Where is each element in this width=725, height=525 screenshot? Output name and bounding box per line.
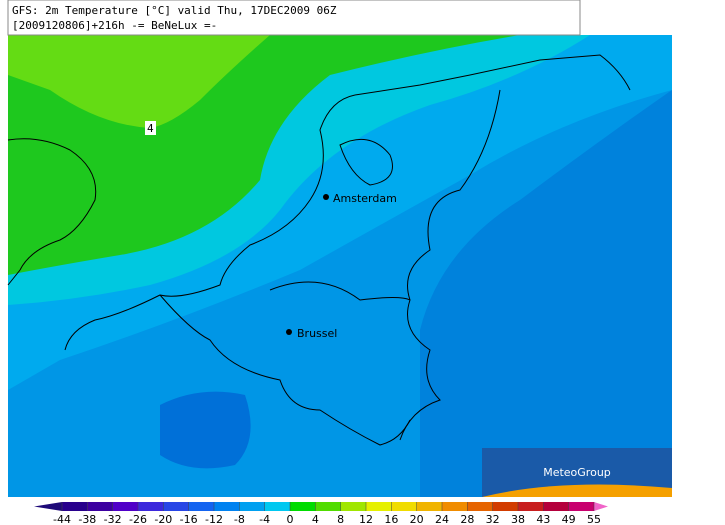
border-fr xyxy=(159,294,411,446)
colorbar-segment xyxy=(290,502,316,511)
logo: MeteoGroup xyxy=(543,466,611,479)
logo-swoosh xyxy=(482,484,672,497)
colorbar-tick-label: 43 xyxy=(536,513,550,525)
colorbar-segment xyxy=(366,502,392,511)
colorbar-tick-label: 16 xyxy=(384,513,398,525)
colorbar-tick-label: 49 xyxy=(562,513,576,525)
colorbar-tick-label: 55 xyxy=(587,513,601,525)
colorbar-segment xyxy=(87,502,114,511)
colorbar-tick-label: 38 xyxy=(511,513,525,525)
colorbar-end xyxy=(34,502,62,511)
city-dot xyxy=(323,194,329,200)
colorbar-tick-label: -32 xyxy=(104,513,122,525)
colorbar-segment xyxy=(391,502,418,511)
colorbar-tick-label: -12 xyxy=(205,513,223,525)
colorbar-tick-label: 20 xyxy=(410,513,424,525)
colorbar-segment xyxy=(340,502,367,511)
colorbar-tick-label: -44 xyxy=(53,513,71,525)
colorbar-segment xyxy=(264,502,291,511)
borders xyxy=(7,54,631,446)
colorbar-segment xyxy=(112,502,139,511)
colorbar-segment xyxy=(442,502,468,511)
contour-label-box xyxy=(145,121,156,135)
colorbar-tick-label: -4 xyxy=(259,513,270,525)
colorbar-segment xyxy=(518,502,544,511)
colorbar-segment xyxy=(239,502,266,511)
colorbar-segment xyxy=(568,502,595,511)
colorbar-segment xyxy=(163,502,190,511)
cities: Amsterdam Brussel xyxy=(286,192,397,340)
colorbar-segment xyxy=(416,502,443,511)
colorbar-segment xyxy=(467,502,494,511)
border-be-nl xyxy=(269,281,411,301)
colorbar-segment xyxy=(214,502,240,511)
header-line: GFS: 2m Temperature [°C] valid Thu, 17DE… xyxy=(12,4,337,17)
ijsselmeer xyxy=(339,138,393,186)
colorbar-end xyxy=(594,502,608,511)
colorbar-tick-label: -16 xyxy=(180,513,198,525)
coast-frisian xyxy=(354,54,631,96)
colorbar: -44 -38 -32 -26 -20 -16 -12 -8 -4 0 4 8 12 16 20 24 28 32… xyxy=(34,502,608,525)
colorbar-segment xyxy=(543,502,570,511)
coast-england xyxy=(7,138,97,286)
city-label: Brussel xyxy=(297,327,337,340)
city-label: Amsterdam xyxy=(333,192,397,205)
colorbar-segment xyxy=(188,502,215,511)
colorbar-tick-label: -26 xyxy=(129,513,147,525)
header-line: [2009120806]+216h -= BeNeLux =- xyxy=(12,19,217,32)
field-light-green xyxy=(8,35,270,128)
header-box xyxy=(7,0,581,36)
colorbar-segment xyxy=(492,502,519,511)
colorbar-segment xyxy=(62,502,88,511)
field-darkest xyxy=(160,391,251,469)
colorbar-tick-label: 4 xyxy=(312,513,319,525)
map-fields xyxy=(8,35,672,497)
colorbar-tick-label: 0 xyxy=(287,513,294,525)
colorbar-tick-label: 24 xyxy=(435,513,449,525)
colorbar-tick-label: 28 xyxy=(460,513,474,525)
field-dark-blue xyxy=(420,90,672,497)
colorbar-segment xyxy=(315,502,342,511)
colorbar-tick-label: 12 xyxy=(359,513,373,525)
contour-label: 4 xyxy=(147,122,154,135)
colorbar-tick-label: -8 xyxy=(234,513,245,525)
coast-nl-be xyxy=(64,94,356,351)
colorbar-tick-label: -20 xyxy=(154,513,172,525)
border-de xyxy=(399,89,501,441)
colorbar-tick-label: -38 xyxy=(78,513,96,525)
city-dot xyxy=(286,329,292,335)
colorbar-segment xyxy=(138,502,164,511)
colorbar-tick-label: 32 xyxy=(486,513,500,525)
colorbar-tick-label: 8 xyxy=(337,513,344,525)
